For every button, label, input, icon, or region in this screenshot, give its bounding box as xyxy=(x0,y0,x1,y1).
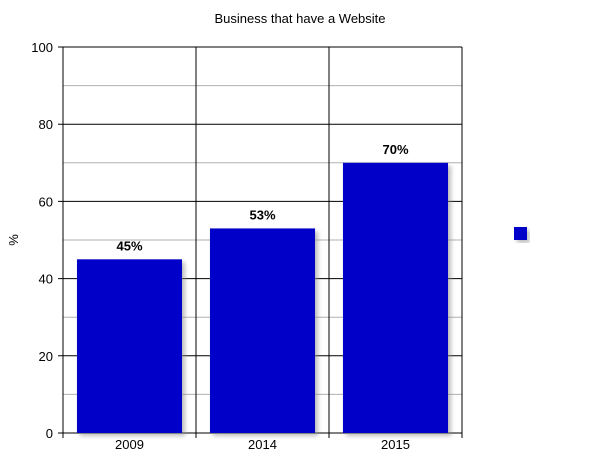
legend xyxy=(514,227,527,240)
y-tick-label: 40 xyxy=(39,272,53,287)
x-tick-label: 2014 xyxy=(248,437,277,452)
bar xyxy=(342,162,449,434)
y-tick-label: 80 xyxy=(39,117,53,132)
data-label: 45% xyxy=(116,238,142,253)
axes: 0 20 40 60 80 100 2009 2014 2015 xyxy=(31,40,410,452)
x-tick-label: 2009 xyxy=(115,437,144,452)
data-label: 53% xyxy=(249,207,275,222)
y-tick-label: 0 xyxy=(46,426,53,441)
legend-swatch xyxy=(514,227,527,240)
chart-title: Business that have a Website xyxy=(214,11,385,26)
x-tick-label: 2015 xyxy=(381,437,410,452)
y-axis-label: % xyxy=(6,234,21,246)
data-label: 70% xyxy=(382,142,408,157)
bar xyxy=(209,228,316,433)
bar xyxy=(76,259,183,433)
y-tick-label: 60 xyxy=(39,194,53,209)
y-tick-label: 100 xyxy=(31,40,53,55)
bars: 45% 53% 70% xyxy=(76,142,449,434)
y-tick-label: 20 xyxy=(39,349,53,364)
